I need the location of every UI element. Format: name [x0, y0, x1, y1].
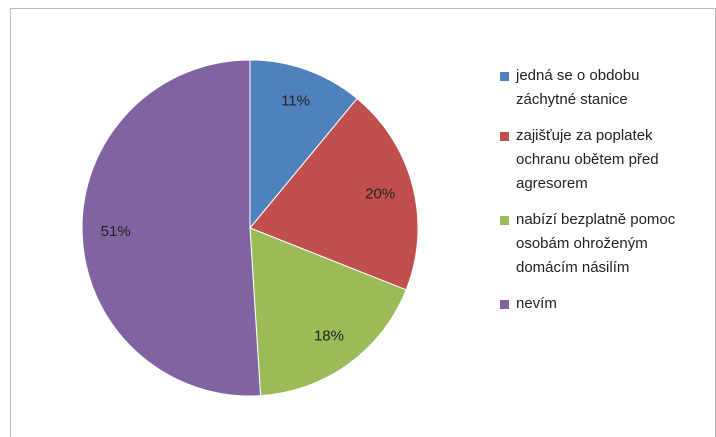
legend-item: zajišťuje za poplatek ochranu obětem pře… — [500, 124, 690, 196]
legend-swatch — [500, 72, 509, 81]
legend-item: nevím — [500, 292, 690, 316]
legend: jedná se o obdobu záchytné stanice zajišť… — [500, 64, 690, 328]
pie-slice — [249, 97, 419, 291]
pie-slice — [81, 59, 262, 397]
legend-label: zajišťuje za poplatek ochranu obětem pře… — [516, 127, 659, 192]
data-label: 20% — [365, 186, 395, 203]
legend-swatch — [500, 216, 509, 225]
legend-label: jedná se o obdobu záchytné stanice — [516, 67, 640, 108]
legend-item: nabízí bezplatně pomoc osobám ohroženým … — [500, 208, 690, 280]
legend-swatch — [500, 300, 509, 309]
data-label: 11% — [281, 93, 310, 110]
pie-slice — [249, 59, 358, 230]
legend-item: jedná se o obdobu záchytné stanice — [500, 64, 690, 112]
data-label: 18% — [314, 328, 344, 345]
pie-slice — [249, 227, 407, 397]
legend-swatch — [500, 132, 509, 141]
data-label: 51% — [101, 223, 131, 240]
legend-label: nabízí bezplatně pomoc osobám ohroženým … — [516, 211, 676, 276]
legend-label: nevím — [516, 295, 557, 312]
